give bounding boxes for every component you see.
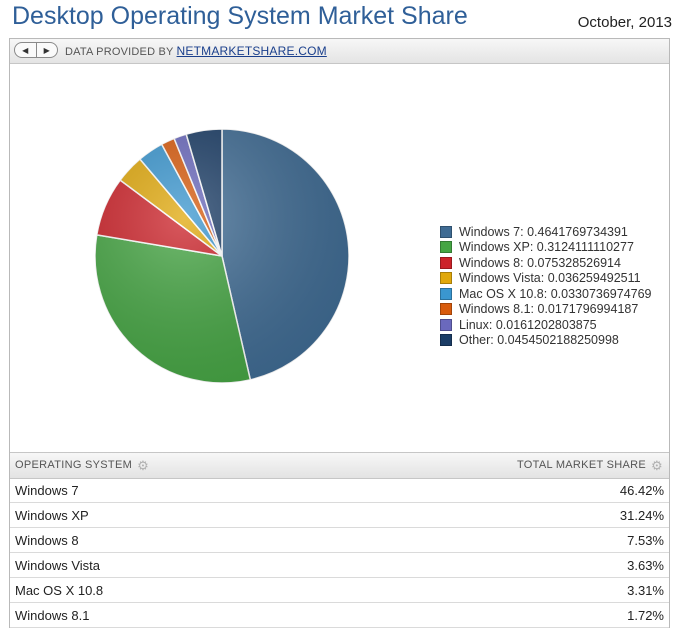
share-cell: 46.42% [619, 482, 664, 498]
share-cell: 1.72% [627, 607, 664, 623]
toolbar: ◀ ▶ DATA PROVIDED BY NETMARKETSHARE.COM [10, 39, 669, 64]
next-arrow-icon[interactable]: ▶ [35, 43, 58, 57]
legend-item[interactable]: Windows 7: 0.4641769734391 [440, 224, 652, 240]
page-title: Desktop Operating System Market Share [12, 2, 468, 30]
data-provider: DATA PROVIDED BY NETMARKETSHARE.COM [65, 44, 327, 58]
legend-swatch [440, 334, 452, 347]
table-body: Windows 7 46.42% Windows XP 31.24% Windows… [10, 478, 669, 628]
provided-by-label: DATA PROVIDED BY [65, 46, 174, 58]
legend-label: Mac OS X 10.8: 0.0330736974769 [459, 286, 652, 301]
legend-swatch [440, 241, 452, 254]
legend-label: Windows XP: 0.3124111110277 [459, 240, 634, 255]
legend-label: Windows 8: 0.075328526914 [459, 255, 621, 270]
table-row: Windows Vista 3.63% [10, 553, 669, 578]
legend-swatch [440, 318, 452, 331]
legend-swatch [440, 272, 452, 285]
provider-link[interactable]: NETMARKETSHARE.COM [176, 44, 327, 58]
gear-icon[interactable]: ⚙ [651, 457, 663, 473]
nav-arrows: ◀ ▶ [14, 42, 58, 58]
legend-swatch [440, 256, 452, 269]
os-cell: Windows 7 [15, 482, 79, 498]
pie-chart [94, 128, 350, 384]
legend-item[interactable]: Windows 8.1: 0.0171796994187 [440, 302, 652, 318]
table-row: Windows 8 7.53% [10, 528, 669, 553]
os-cell: Mac OS X 10.8 [15, 582, 104, 598]
gear-icon[interactable]: ⚙ [137, 457, 150, 473]
report-date: October, 2013 [577, 14, 672, 31]
legend-item[interactable]: Windows XP: 0.3124111110277 [440, 240, 652, 256]
table-row: Windows 8.1 1.72% [10, 603, 669, 628]
legend-item[interactable]: Mac OS X 10.8: 0.0330736974769 [440, 286, 652, 302]
legend-swatch [440, 287, 452, 300]
table-row: Windows 7 46.42% [10, 478, 669, 503]
os-cell: Windows Vista [15, 557, 101, 573]
col-header-share-label: TOTAL MARKET SHARE [516, 459, 647, 471]
share-cell: 3.31% [627, 582, 664, 598]
legend-item[interactable]: Windows Vista: 0.036259492511 [440, 271, 652, 287]
col-header-os[interactable]: OPERATING SYSTEM ⚙ [15, 457, 150, 473]
share-cell: 7.53% [627, 532, 664, 548]
os-cell: Windows XP [15, 507, 89, 523]
os-cell: Windows 8 [15, 532, 79, 548]
os-cell: Windows 8.1 [15, 607, 90, 623]
legend-item[interactable]: Windows 8: 0.075328526914 [440, 255, 652, 271]
legend-swatch [440, 225, 452, 238]
col-header-os-label: OPERATING SYSTEM [15, 459, 133, 471]
table-header: OPERATING SYSTEM ⚙ TOTAL MARKET SHARE ⚙ [10, 452, 669, 479]
legend-item[interactable]: Other: 0.0454502188250998 [440, 333, 652, 349]
legend: Windows 7: 0.4641769734391 Windows XP: 0… [440, 224, 652, 348]
table-row: Mac OS X 10.8 3.31% [10, 578, 669, 603]
share-cell: 31.24% [619, 507, 664, 523]
legend-label: Other: 0.0454502188250998 [459, 333, 619, 348]
legend-label: Linux: 0.0161202803875 [459, 317, 597, 332]
legend-label: Windows 8.1: 0.0171796994187 [459, 302, 639, 317]
legend-label: Windows 7: 0.4641769734391 [459, 224, 628, 239]
table-row: Windows XP 31.24% [10, 503, 669, 528]
chart-area: Windows 7: 0.4641769734391 Windows XP: 0… [10, 64, 669, 452]
legend-swatch [440, 303, 452, 316]
chart-panel: ◀ ▶ DATA PROVIDED BY NETMARKETSHARE.COM W… [9, 38, 670, 628]
share-cell: 3.63% [627, 557, 664, 573]
col-header-share[interactable]: TOTAL MARKET SHARE ⚙ [516, 457, 663, 473]
legend-item[interactable]: Linux: 0.0161202803875 [440, 317, 652, 333]
legend-label: Windows Vista: 0.036259492511 [459, 271, 641, 286]
prev-arrow-icon[interactable]: ◀ [22, 45, 29, 55]
